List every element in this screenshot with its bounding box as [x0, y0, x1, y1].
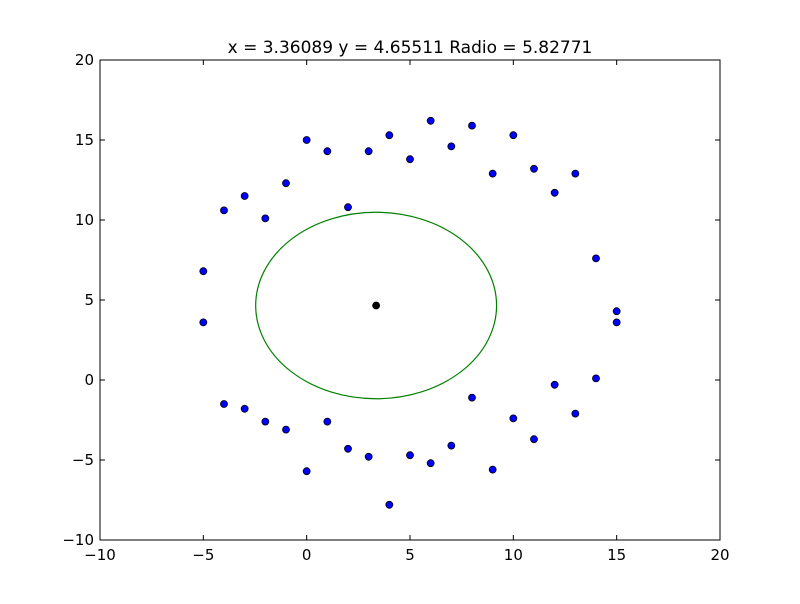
data-point: [550, 188, 559, 197]
data-point: [302, 136, 311, 144]
data-point: [261, 417, 270, 426]
chart-title: x = 3.36089 y = 4.65511 Radio = 5.82771: [228, 38, 593, 58]
data-point: [571, 169, 580, 178]
y-tick-label: −5: [72, 451, 94, 469]
data-point: [612, 307, 621, 316]
data-point: [426, 459, 435, 468]
data-point: [530, 164, 538, 173]
data-point: [261, 214, 270, 223]
center-point-layer: [372, 301, 381, 310]
x-tick-label: 20: [710, 546, 729, 564]
data-point: [509, 414, 518, 423]
data-point: [199, 267, 208, 276]
data-point: [220, 206, 228, 215]
data-point: [488, 169, 497, 178]
plot-frame: [99, 59, 721, 541]
y-tick-label: 10: [75, 211, 94, 229]
data-point: [406, 451, 414, 460]
y-tick-label: 15: [75, 131, 94, 149]
axis-ticks: −10 −5 0 5 10 15 20 −10 −5 0 5 10 15 20: [62, 51, 729, 564]
data-point: [550, 380, 559, 389]
data-point: [302, 467, 311, 476]
data-point: [364, 452, 373, 461]
fit-circle: [255, 211, 498, 400]
center-point: [372, 301, 381, 310]
data-point: [406, 155, 414, 164]
x-tick-label: 5: [405, 546, 415, 564]
data-point: [240, 192, 249, 200]
data-point: [571, 409, 580, 418]
x-tick-label: 10: [504, 546, 523, 564]
data-point: [612, 318, 621, 327]
data-point: [323, 417, 332, 426]
y-tick-label: 20: [75, 51, 94, 69]
data-point: [220, 400, 228, 408]
data-point: [282, 179, 290, 188]
y-tick-label: −10: [62, 531, 94, 549]
data-point: [468, 121, 476, 130]
data-point: [509, 131, 518, 140]
data-point: [592, 254, 600, 263]
data-point: [323, 147, 332, 156]
x-tick-label: 15: [607, 546, 626, 564]
data-point: [364, 147, 373, 156]
data-point: [468, 393, 476, 402]
data-point: [592, 374, 600, 383]
data-point: [447, 441, 456, 450]
data-point: [447, 142, 456, 151]
data-point: [199, 318, 208, 327]
y-tick-label: 0: [84, 371, 94, 389]
y-tick-label: 5: [84, 291, 94, 309]
data-point: [344, 203, 352, 212]
x-tick-label: −5: [192, 546, 214, 564]
data-point: [240, 404, 249, 413]
data-point: [488, 465, 497, 474]
data-point: [344, 444, 352, 453]
data-point: [530, 435, 538, 444]
data-point: [426, 116, 435, 125]
data-point: [282, 425, 290, 434]
x-tick-label: 0: [302, 546, 312, 564]
scatter-points: [199, 116, 621, 509]
data-point: [385, 500, 394, 509]
data-point: [385, 131, 394, 140]
x-tick-label: −10: [84, 546, 116, 564]
fit-circle-layer: [255, 211, 498, 400]
